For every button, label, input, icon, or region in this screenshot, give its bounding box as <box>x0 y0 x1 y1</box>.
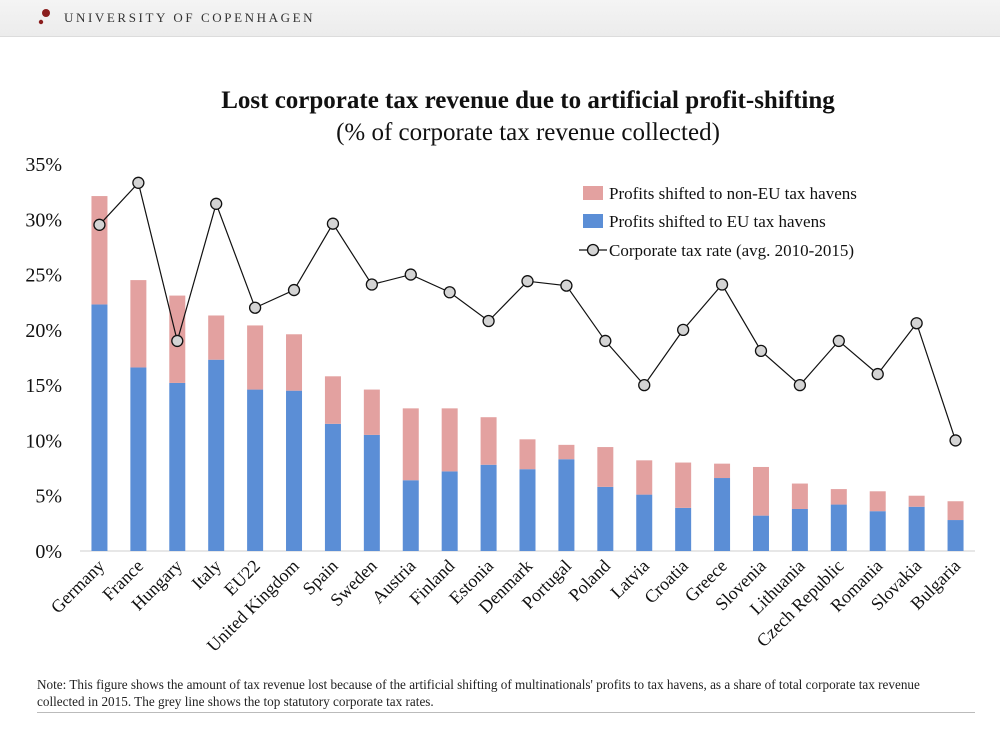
bar-eu-8 <box>402 480 419 551</box>
figure-note: Note: This figure shows the amount of ta… <box>37 677 920 709</box>
y-tick-label: 20% <box>25 320 62 342</box>
bar-non-eu-14 <box>636 460 653 495</box>
legend-swatch-marker <box>586 243 600 257</box>
tax-rate-point-8 <box>404 268 417 281</box>
legend-swatch-eu <box>583 214 603 228</box>
tax-rate-point-1 <box>132 176 145 189</box>
tax-rate-point-14 <box>638 378 651 392</box>
tax-rate-point-7 <box>365 278 378 291</box>
chart-subtitle: (% of corporate tax revenue collected) <box>336 119 720 146</box>
y-tick-label: 25% <box>25 265 62 287</box>
bar-eu-0 <box>91 304 108 551</box>
bar-non-eu-12 <box>558 444 575 460</box>
profit-shifting-chart: 0%5%10%15%20%25%30%35%GermanyFranceHunga… <box>25 154 975 656</box>
y-tick-label: 30% <box>25 209 62 231</box>
bar-eu-5 <box>286 390 303 551</box>
bar-eu-21 <box>908 506 925 551</box>
bar-non-eu-6 <box>324 376 341 424</box>
tax-rate-point-0 <box>93 218 106 231</box>
bar-non-eu-7 <box>363 389 380 435</box>
bar-eu-9 <box>441 471 458 551</box>
bar-eu-14 <box>636 494 653 551</box>
bar-eu-15 <box>675 507 692 551</box>
x-tick-label: Poland <box>565 556 615 606</box>
bar-eu-10 <box>480 464 497 551</box>
legend-label: Corporate tax rate (avg. 2010-2015) <box>609 241 854 260</box>
university-name: UNIVERSITY OF COPENHAGEN <box>64 10 316 25</box>
tax-rate-point-2 <box>171 334 184 348</box>
bar-non-eu-8 <box>402 408 419 481</box>
bar-non-eu-11 <box>519 439 536 470</box>
chart-title: Lost corporate tax revenue due to artifi… <box>221 87 835 114</box>
tax-rate-point-3 <box>210 197 223 210</box>
y-tick-label: 10% <box>25 430 62 452</box>
bar-eu-18 <box>791 508 808 551</box>
tax-rate-point-11 <box>521 275 534 288</box>
tax-rate-point-19 <box>832 334 845 348</box>
bar-non-eu-9 <box>441 408 458 472</box>
bar-eu-1 <box>130 367 147 551</box>
x-tick-label: Finland <box>405 556 458 609</box>
x-tick-label: Germany <box>47 556 109 618</box>
tax-rate-point-9 <box>443 286 456 299</box>
tax-rate-line <box>99 181 957 441</box>
bar-non-eu-16 <box>714 463 731 479</box>
tax-rate-point-22 <box>949 434 962 447</box>
legend-swatch-non-eu <box>583 186 603 200</box>
bar-non-eu-0 <box>91 196 108 305</box>
footer-divider <box>37 712 975 713</box>
bar-eu-11 <box>519 469 536 551</box>
tax-rate-point-4 <box>248 301 262 314</box>
y-tick-label: 15% <box>25 375 62 397</box>
bar-eu-16 <box>714 478 731 551</box>
tax-rate-point-15 <box>677 323 690 337</box>
bar-non-eu-5 <box>286 334 303 391</box>
university-seal-icon <box>38 9 50 25</box>
tax-rate-point-21 <box>910 317 923 330</box>
bar-eu-4 <box>247 389 264 551</box>
bar-non-eu-18 <box>791 483 808 509</box>
tax-rate-point-13 <box>599 334 612 348</box>
tax-rate-point-10 <box>482 314 495 328</box>
bar-eu-3 <box>208 359 225 551</box>
bar-eu-13 <box>597 486 614 551</box>
bar-non-eu-21 <box>908 495 925 507</box>
bar-non-eu-1 <box>130 280 147 368</box>
legend-label: Profits shifted to non-EU tax havens <box>609 184 857 203</box>
tax-rate-point-20 <box>871 367 884 381</box>
bar-eu-17 <box>752 515 769 551</box>
bar-eu-12 <box>558 459 575 551</box>
bar-non-eu-15 <box>675 462 692 508</box>
tax-rate-point-16 <box>715 278 729 291</box>
bar-eu-2 <box>169 382 186 551</box>
bar-non-eu-4 <box>247 325 264 390</box>
legend-label: Profits shifted to EU tax havens <box>609 212 826 231</box>
tax-rate-point-12 <box>560 279 573 292</box>
x-tick-label: Croatia <box>640 556 692 608</box>
y-tick-label: 5% <box>35 486 62 508</box>
tax-rate-point-6 <box>326 217 340 230</box>
page-header: UNIVERSITY OF COPENHAGEN <box>0 0 1000 37</box>
bar-non-eu-19 <box>830 489 847 505</box>
tax-rate-point-5 <box>287 283 301 297</box>
bar-non-eu-17 <box>752 466 769 516</box>
y-tick-label: 35% <box>25 154 62 176</box>
bar-non-eu-22 <box>947 501 964 521</box>
y-tick-label: 0% <box>35 541 62 563</box>
bar-eu-6 <box>324 423 341 551</box>
bar-non-eu-13 <box>597 447 614 487</box>
bar-non-eu-20 <box>869 491 886 512</box>
tax-rate-point-18 <box>793 378 807 392</box>
bar-eu-20 <box>869 511 886 551</box>
bar-eu-19 <box>830 504 847 551</box>
bar-eu-22 <box>947 520 964 551</box>
bar-non-eu-3 <box>208 315 225 360</box>
x-tick-label: Italy <box>188 556 225 593</box>
bar-eu-7 <box>363 434 380 551</box>
bar-non-eu-10 <box>480 417 497 465</box>
tax-rate-point-17 <box>754 344 768 358</box>
